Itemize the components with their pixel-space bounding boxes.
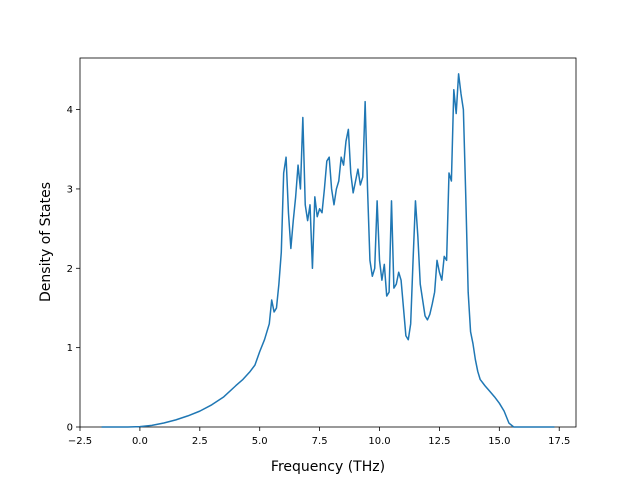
y-tick-label: 3 [67,184,73,195]
y-tick-label: 0 [67,423,73,434]
x-tick-label: 17.5 [548,436,570,447]
x-tick-label: 5.0 [252,436,268,447]
y-axis-title: Density of States [38,182,54,302]
x-axis-title: Frequency (THz) [271,459,385,475]
y-tick-label: 2 [67,264,73,275]
x-tick-label: 7.5 [312,436,328,447]
x-tick-label: 0.0 [132,436,148,447]
x-tick-label: 15.0 [488,436,510,447]
x-tick-label: 2.5 [192,436,208,447]
x-tick-label: −2.5 [68,436,92,447]
axes-frame [79,57,577,428]
y-tick-label: 1 [67,343,73,354]
plot-area [79,57,577,428]
y-tick-label: 4 [67,105,73,116]
y-axis-ticks: 0 1 2 3 4 [67,105,80,434]
density-of-states-series-line [101,73,555,428]
x-tick-label: 12.5 [428,436,450,447]
x-tick-label: 10.0 [368,436,390,447]
x-axis-ticks: −2.5 0.0 2.5 5.0 7.5 10.0 12.5 15.0 17.5 [68,427,570,447]
